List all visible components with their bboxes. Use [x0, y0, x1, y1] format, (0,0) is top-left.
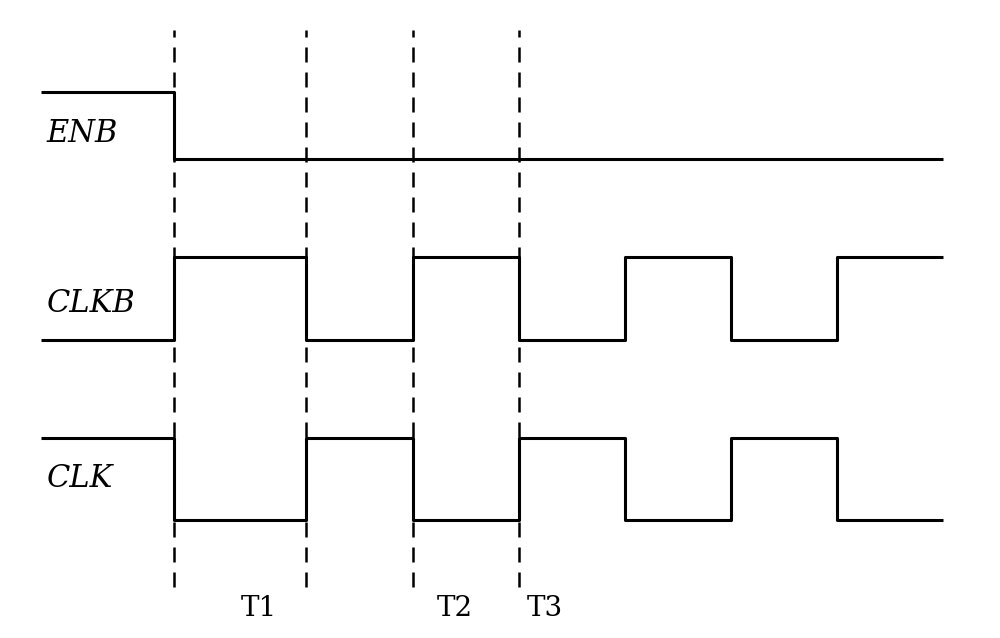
Text: CLKB: CLKB [47, 288, 135, 319]
Text: CLK: CLK [47, 463, 113, 494]
Text: T3: T3 [527, 595, 563, 622]
Text: T1: T1 [241, 595, 277, 622]
Text: ENB: ENB [47, 117, 118, 149]
Text: T2: T2 [437, 595, 473, 622]
